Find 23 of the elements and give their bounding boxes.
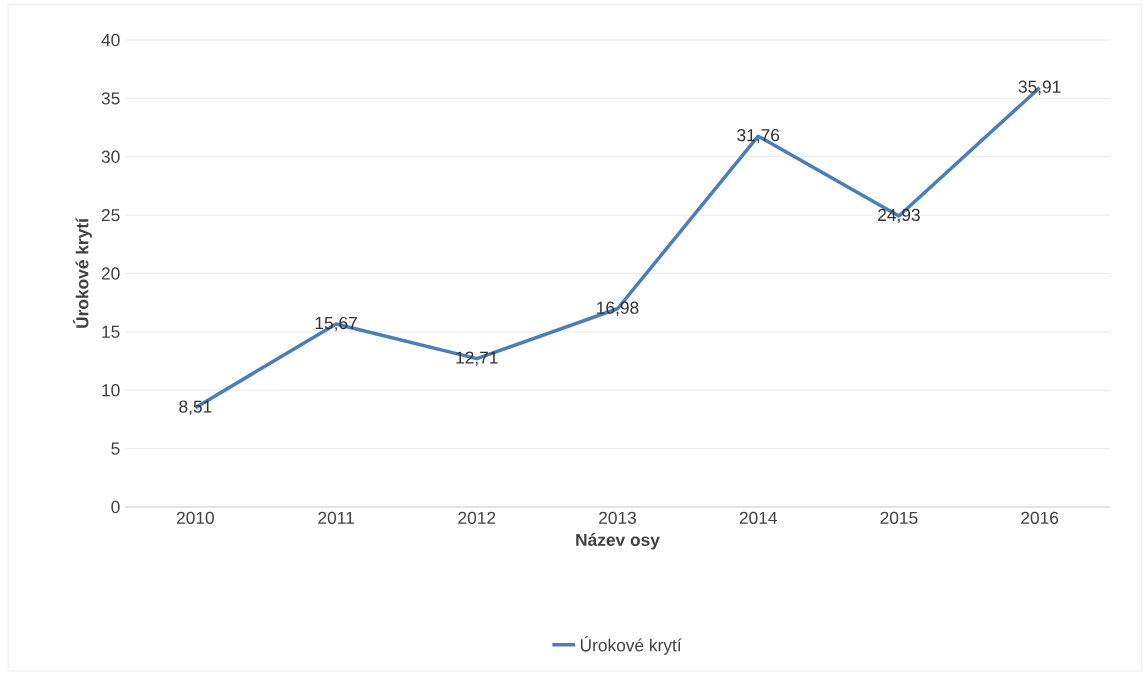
y-tick-label: 25 [101,208,120,222]
data-label: 35,91 [1018,80,1061,95]
y-tick-label: 20 [101,267,120,280]
x-tick-label: 2010 [176,511,214,524]
x-tick-label: 2013 [599,511,637,524]
x-axis-title: Název osy [576,533,660,550]
data-label: 24,93 [878,208,920,224]
y-axis-title: Úrokové krytí [72,217,92,328]
x-tick-label: 2014 [739,511,777,524]
x-tick-label: 2015 [880,511,918,524]
y-tick-label: 15 [102,325,120,338]
x-tick-label: 2011 [318,511,354,524]
y-tick-label: 5 [111,442,120,455]
legend-label: Úrokové krytí [580,636,682,655]
x-tick-label: 2012 [458,511,496,524]
y-tick-label: 35 [101,92,120,105]
y-tick-label: 30 [101,150,120,163]
y-tick-label: 0 [111,500,120,514]
data-label: 31,76 [737,129,780,144]
y-tick-label: 40 [101,33,120,47]
y-tick-label: 10 [102,384,120,397]
data-label: 8,51 [179,400,212,415]
x-tick-label: 2016 [1021,511,1059,524]
